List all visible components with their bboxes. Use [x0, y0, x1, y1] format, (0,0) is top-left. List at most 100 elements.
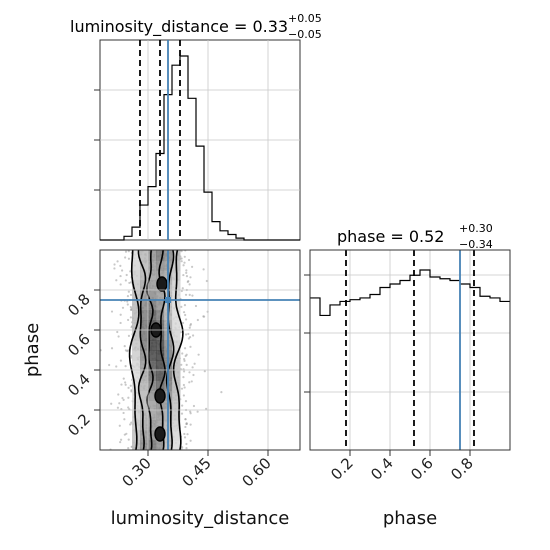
sample-point [115, 365, 118, 368]
density-cell [132, 250, 141, 261]
scatter-grid [100, 250, 300, 450]
sample-point [116, 330, 119, 334]
sample-point [184, 425, 187, 429]
density-cell [156, 380, 165, 391]
density-cell [132, 300, 141, 311]
density-cell [140, 270, 149, 281]
sample-point [129, 281, 133, 284]
density-cell [156, 310, 165, 321]
density-cell [156, 250, 165, 261]
sample-point [118, 424, 121, 427]
title-phase: phase = 0.52 [337, 227, 444, 246]
sample-point [182, 264, 185, 267]
sample-point [203, 370, 206, 373]
density-cell [148, 350, 157, 361]
sample-point [180, 260, 183, 263]
sample-point [126, 350, 129, 353]
sample-point [184, 333, 188, 336]
density-cell [132, 400, 141, 411]
sample-point [183, 386, 186, 389]
sample-point [118, 402, 121, 405]
x-tick-label: 0.8 [447, 454, 477, 484]
sample-point [191, 294, 194, 297]
title-ld-minus: −0.05 [288, 28, 322, 41]
sample-point [184, 400, 188, 403]
sample-point [182, 383, 185, 387]
density-cell [156, 410, 165, 421]
sample-point [182, 376, 185, 379]
sample-point [127, 396, 130, 399]
sample-point [181, 287, 184, 290]
density-cell [132, 370, 141, 381]
sample-point [186, 433, 189, 436]
sample-point [184, 418, 187, 421]
sample-point [180, 412, 184, 415]
x-tick-label: 0.45 [178, 454, 214, 490]
sample-point [183, 436, 187, 439]
density-cell [156, 290, 165, 301]
density-cell [172, 330, 181, 341]
density-cell [148, 360, 157, 371]
sample-point [196, 318, 199, 322]
density-cell [140, 410, 149, 421]
sample-point [205, 279, 208, 283]
density-cell [132, 270, 141, 281]
sample-point [192, 404, 196, 408]
density-cell [148, 400, 157, 411]
sample-point [120, 383, 123, 386]
density-cell [140, 420, 149, 431]
density-cell [172, 410, 181, 421]
sample-point [188, 381, 191, 384]
contour-line [128, 250, 140, 450]
sample-point [189, 410, 192, 413]
sample-point [129, 384, 132, 387]
density-cell [148, 430, 157, 441]
sample-point [220, 391, 223, 394]
sample-point [125, 273, 128, 277]
density-cell [172, 390, 181, 401]
sample-point [129, 316, 133, 319]
density-cell [140, 320, 149, 331]
sample-point [181, 352, 184, 355]
xticks-phase: 0.2 0.4 0.6 0.8 [327, 450, 477, 484]
x-tick-label: 0.6 [407, 454, 437, 484]
sample-point [129, 423, 132, 426]
sample-point [193, 362, 196, 365]
sample-point [191, 366, 194, 369]
density-cell [148, 410, 157, 421]
density-cell [132, 360, 141, 371]
sample-point [185, 422, 188, 425]
y-tick-label: 0.4 [64, 370, 94, 400]
sample-point [124, 381, 127, 384]
density-cell [140, 380, 149, 391]
sample-point [205, 407, 208, 411]
density-cell [156, 350, 165, 361]
sample-point [189, 412, 192, 415]
sample-point [202, 315, 205, 318]
density-cell [156, 370, 165, 381]
sample-point [188, 336, 192, 339]
contour-line [172, 250, 184, 450]
density-cell [140, 260, 149, 271]
density-cell [156, 420, 165, 431]
sample-point [126, 295, 130, 298]
density-cell [172, 370, 181, 381]
density-cell [140, 340, 149, 351]
density-cell [156, 270, 165, 281]
sample-point [121, 306, 125, 309]
density-cell [148, 280, 157, 291]
sample-point [190, 265, 194, 268]
sample-point [188, 283, 191, 286]
sample-point [189, 439, 192, 442]
sample-point [180, 289, 183, 293]
sample-point [192, 373, 195, 377]
x-tick-label: 0.4 [367, 454, 397, 484]
sample-point [182, 370, 186, 373]
density-cell [132, 380, 141, 391]
sample-point [126, 318, 130, 322]
contour-blob [154, 426, 166, 442]
sample-point [185, 353, 188, 356]
hist-phase-step [310, 269, 510, 317]
sample-point [116, 260, 119, 263]
